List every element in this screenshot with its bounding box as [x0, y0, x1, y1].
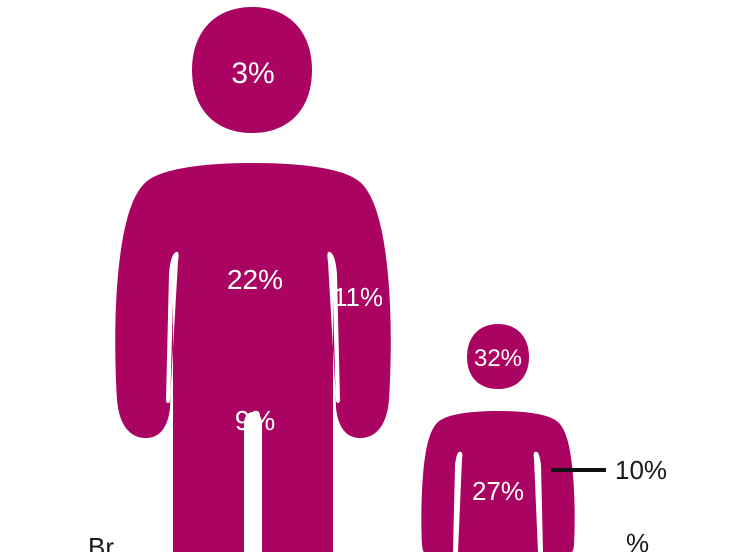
- child-bottom-partial-percent: %: [626, 528, 649, 552]
- child-figure-group: 32% 27% 10% %: [421, 324, 667, 552]
- adult-torso-percent: 22%: [227, 264, 283, 295]
- child-arm-percent: 10%: [615, 455, 667, 485]
- adult-head-percent: 3%: [231, 57, 274, 90]
- child-torso-percent: 27%: [472, 476, 524, 506]
- adult-groin-percent: 9%: [235, 405, 275, 436]
- adult-arm-percent: 11%: [333, 282, 383, 312]
- adult-figure-group: 3% 22% 11% 9%: [115, 7, 391, 552]
- adult-body-shape: [115, 163, 391, 552]
- adult-head-shape: [192, 7, 312, 133]
- caption-partial-text: Br: [88, 532, 114, 552]
- child-head-percent: 32%: [474, 345, 522, 372]
- child-head-shape: [467, 324, 529, 389]
- child-body-shape: [421, 411, 575, 552]
